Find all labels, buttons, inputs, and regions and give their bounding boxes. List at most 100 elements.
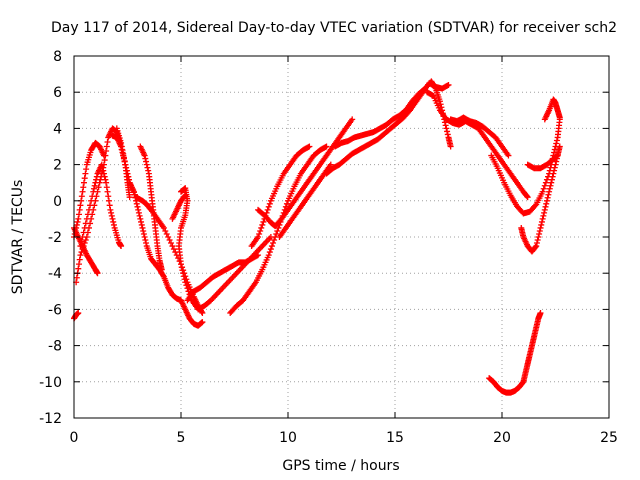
y-tick-label: 2: [53, 158, 62, 174]
data-point: [327, 161, 334, 168]
data-point: [93, 176, 100, 183]
data-point: [544, 194, 551, 201]
data-point: [536, 230, 543, 237]
data-point: [257, 227, 264, 234]
data-point: [138, 221, 145, 228]
data-point: [306, 143, 313, 150]
data-point: [533, 240, 540, 247]
y-tick-label: 0: [53, 194, 62, 210]
data-point: [143, 158, 150, 165]
data-point: [163, 230, 170, 237]
x-tick-label: 20: [493, 430, 511, 446]
data-point: [443, 125, 450, 132]
data-point: [79, 234, 86, 240]
data-point: [75, 211, 82, 218]
data-point: [180, 273, 187, 280]
data-point: [83, 215, 90, 222]
data-point: [140, 227, 147, 234]
data-point: [110, 218, 117, 225]
data-point: [88, 197, 95, 204]
data-point: [545, 191, 552, 198]
x-tick-label: 0: [70, 430, 79, 446]
data-point: [258, 224, 265, 231]
data-point: [263, 209, 270, 216]
data-point: [80, 229, 87, 236]
data-point: [90, 185, 97, 192]
data-point: [274, 227, 281, 234]
data-point: [349, 116, 356, 123]
data-series-arc-7: [113, 125, 206, 329]
data-point: [78, 238, 85, 245]
data-point: [99, 164, 106, 171]
data-point: [260, 218, 267, 225]
data-point: [83, 166, 90, 173]
data-point: [271, 237, 278, 244]
data-point: [120, 150, 127, 157]
data-point: [76, 256, 83, 263]
data-point: [262, 212, 269, 219]
data-point: [431, 84, 438, 91]
data-point: [265, 203, 272, 210]
data-point: [323, 143, 330, 150]
data-point: [160, 224, 167, 231]
data-point: [259, 221, 266, 228]
data-point: [73, 221, 80, 228]
data-point: [123, 167, 130, 174]
data-point: [264, 206, 271, 213]
y-tick-label: -2: [48, 230, 62, 246]
data-point: [165, 234, 172, 240]
data-point: [87, 202, 94, 209]
data-point: [98, 161, 105, 168]
data-point: [143, 161, 150, 168]
data-point: [81, 240, 88, 247]
data-point: [142, 237, 149, 244]
data-point: [168, 240, 175, 247]
data-point: [133, 197, 140, 204]
x-tick-label: 5: [177, 430, 186, 446]
data-point: [82, 170, 89, 177]
data-point: [121, 157, 128, 164]
data-point: [93, 173, 100, 180]
data-point: [538, 221, 545, 228]
data-point: [160, 272, 167, 279]
data-point: [118, 139, 125, 146]
data-point: [79, 246, 86, 253]
data-point: [119, 147, 126, 154]
data-point: [81, 175, 88, 182]
data-point: [180, 270, 187, 277]
data-point: [158, 266, 165, 273]
data-point: [102, 152, 109, 159]
data-point: [170, 246, 177, 253]
data-point: [541, 209, 548, 216]
data-point: [444, 128, 451, 135]
data-point: [126, 194, 133, 201]
x-axis-label: GPS time / hours: [282, 458, 399, 474]
data-point: [136, 212, 143, 219]
data-point: [266, 249, 273, 256]
data-point: [100, 170, 107, 177]
data-point: [145, 167, 152, 174]
data-point: [543, 200, 550, 207]
data-point: [105, 193, 112, 200]
data-point: [118, 143, 125, 150]
data-point: [539, 188, 546, 195]
data-point: [542, 179, 549, 186]
data-point: [181, 276, 188, 283]
data-point: [125, 176, 132, 183]
data-point: [141, 234, 148, 240]
y-axis-label: SDTVAR / TECUs: [10, 180, 26, 295]
data-point: [543, 197, 550, 204]
data-point: [556, 143, 563, 150]
data-point: [542, 203, 549, 210]
data-point: [261, 215, 268, 222]
data-point: [78, 249, 85, 256]
data-point: [75, 261, 82, 268]
data-point: [77, 243, 84, 250]
data-point: [546, 185, 553, 192]
data-point: [132, 194, 139, 201]
y-tick-label: -6: [48, 302, 62, 318]
data-point: [532, 243, 539, 250]
data-series-arc-17: [332, 78, 454, 150]
x-tick-label: 10: [279, 430, 297, 446]
